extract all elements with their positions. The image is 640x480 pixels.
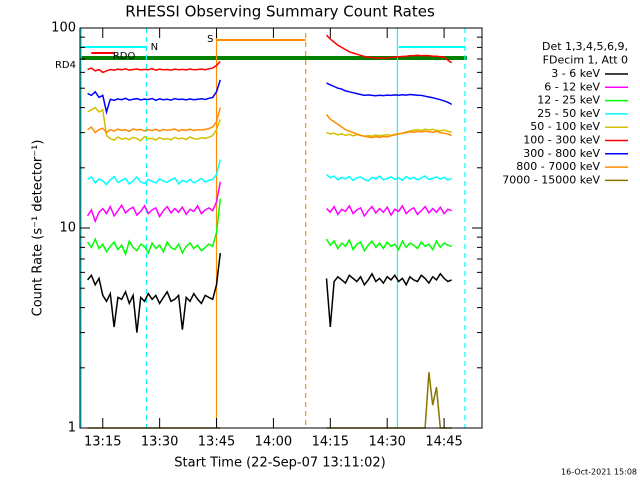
x-axis-label: Start Time (22-Sep-07 13:11:02) (174, 456, 385, 471)
legend-label: 12 - 25 keV (537, 94, 600, 107)
legend-label: 50 - 100 keV (530, 120, 600, 133)
legend-label: 300 - 800 keV (523, 147, 600, 160)
flag-label: N (151, 42, 158, 53)
flag-label: S (207, 34, 213, 45)
legend-label: 800 - 7000 keV (516, 160, 600, 173)
legend-label: 25 - 50 keV (537, 107, 600, 120)
series-line (87, 79, 453, 115)
series-line (87, 106, 452, 142)
y-axis-label: Count Rate (s⁻¹ detector⁻¹) (31, 140, 46, 317)
legend-label: 100 - 300 keV (523, 134, 600, 147)
x-tick-label: 13:15 (84, 435, 121, 450)
series-line (87, 107, 452, 139)
x-tick-label: 13:45 (198, 435, 235, 450)
legend-header: FDecim 1, Att 0 (543, 53, 628, 66)
flag-label: RDO (113, 51, 136, 62)
y-tick-label: 1 (68, 421, 76, 436)
y-tick-label: 10 (59, 221, 76, 236)
series-line (86, 181, 452, 224)
x-tick-label: 13:30 (141, 435, 178, 450)
x-tick-label: 14:15 (312, 435, 349, 450)
legend-label: 7000 - 15000 keV (502, 173, 600, 186)
series-line (87, 252, 452, 333)
x-tick-label: 14:45 (425, 435, 462, 450)
legend-label: 3 - 6 keV (551, 67, 600, 80)
flag-label: RD4 (55, 60, 76, 71)
y-tick-label: 100 (51, 21, 76, 36)
legend-header: Det 1,3,4,5,6,9, (542, 40, 628, 53)
series-line (87, 159, 452, 186)
legend-label: 6 - 12 keV (544, 80, 600, 93)
chart-title: RHESSI Observing Summary Count Rates (125, 3, 435, 21)
x-tick-label: 14:30 (368, 435, 405, 450)
x-tick-label: 14:00 (255, 435, 292, 450)
series-line (87, 34, 453, 74)
series-line (86, 198, 452, 257)
footer-date: 16-Oct-2021 15:08 (561, 468, 637, 477)
